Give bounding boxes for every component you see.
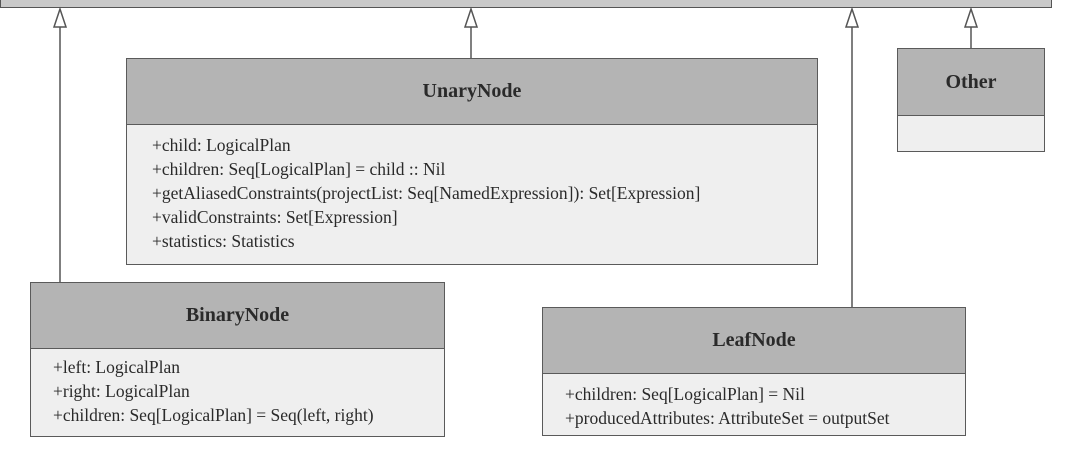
parent-class-edge xyxy=(0,0,1052,8)
class-members: +child: LogicalPlan +children: Seq[Logic… xyxy=(127,125,817,253)
leaf-node-arrowhead-icon xyxy=(844,6,860,28)
class-name: BinaryNode xyxy=(31,283,444,349)
class-members: +left: LogicalPlan +right: LogicalPlan +… xyxy=(31,349,444,427)
class-name: LeafNode xyxy=(543,308,965,374)
binary-node-class: BinaryNode +left: LogicalPlan +right: Lo… xyxy=(30,282,445,437)
other-class: Other xyxy=(897,48,1045,152)
member-valid-constraints: +validConstraints: Set[Expression] xyxy=(152,207,398,227)
member-statistics: +statistics: Statistics xyxy=(152,231,295,251)
member-children: +children: Seq[LogicalPlan] = Seq(left, … xyxy=(53,405,374,425)
class-name: UnaryNode xyxy=(127,59,817,125)
class-members xyxy=(898,116,1044,120)
member-produced-attributes: +producedAttributes: AttributeSet = outp… xyxy=(565,408,890,428)
binary-node-arrowhead-icon xyxy=(52,6,68,28)
class-name: Other xyxy=(898,49,1044,116)
member-get-aliased-constraints: +getAliasedConstraints(projectList: Seq[… xyxy=(152,183,701,203)
unary-node-class: UnaryNode +child: LogicalPlan +children:… xyxy=(126,58,818,265)
unary-node-arrowhead-icon xyxy=(463,6,479,28)
leaf-node-class: LeafNode +children: Seq[LogicalPlan] = N… xyxy=(542,307,966,436)
member-children: +children: Seq[LogicalPlan] = Nil xyxy=(565,384,805,404)
member-child: +child: LogicalPlan xyxy=(152,135,291,155)
class-members: +children: Seq[LogicalPlan] = Nil +produ… xyxy=(543,374,965,430)
other-arrowhead-icon xyxy=(963,6,979,28)
member-children: +children: Seq[LogicalPlan] = child :: N… xyxy=(152,159,446,179)
member-right: +right: LogicalPlan xyxy=(53,381,190,401)
member-left: +left: LogicalPlan xyxy=(53,357,180,377)
